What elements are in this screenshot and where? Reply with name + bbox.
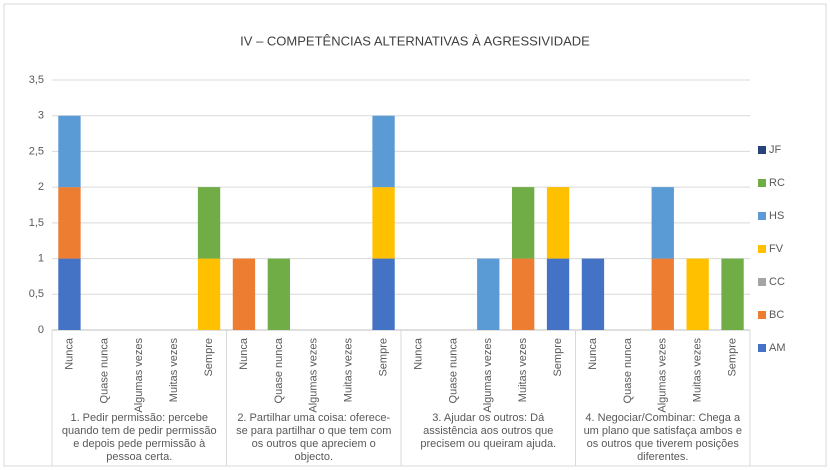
bar-segment <box>511 187 535 259</box>
legend-label: HS <box>769 210 784 222</box>
bar-segment <box>546 258 570 330</box>
legend-swatch <box>758 245 766 253</box>
x-tick-label: Quase nunca <box>447 337 459 403</box>
bar-segment <box>651 258 674 330</box>
bar-segment <box>232 258 256 330</box>
y-tick-label: 3,5 <box>29 74 44 86</box>
group-label: 4. Negociar/Combinar: Chega a um plano q… <box>583 412 742 463</box>
legend-swatch <box>758 179 766 187</box>
x-tick-label: Muitas vezes <box>168 338 180 403</box>
x-tick-label: Sempre <box>726 338 738 377</box>
y-tick-label: 1 <box>38 252 44 264</box>
bar-segment <box>477 258 500 330</box>
legend-label: JF <box>769 144 782 156</box>
bar-segment <box>686 258 709 330</box>
x-tick-label: Quase nunca <box>98 337 110 403</box>
bar-segment <box>546 187 570 259</box>
x-tick-label: Nunca <box>587 337 599 370</box>
chart-title: IV – COMPETÊNCIAS ALTERNATIVAS À AGRESSI… <box>240 33 590 48</box>
bar-segment <box>267 258 291 330</box>
y-tick-label: 0,5 <box>29 288 44 300</box>
y-tick-label: 0 <box>38 324 44 336</box>
legend-swatch <box>758 311 766 319</box>
legend-label: RC <box>769 177 785 189</box>
x-tick-label: Algumas vezes <box>308 338 320 413</box>
bar-segment <box>511 258 535 330</box>
legend-swatch <box>758 278 766 286</box>
legend-label: AM <box>769 342 786 354</box>
group-label: 2. Partilhar uma coisa: oferece-se para … <box>236 412 392 463</box>
y-tick-label: 3 <box>38 110 44 122</box>
chart-frame <box>3 3 827 467</box>
legend-swatch <box>758 212 766 220</box>
x-tick-label: Nunca <box>412 337 424 370</box>
bar-segment <box>581 258 605 330</box>
x-tick-label: Algumas vezes <box>482 338 494 413</box>
x-tick-label: Algumas vezes <box>657 338 669 413</box>
bar-segment <box>651 187 674 259</box>
y-tick-label: 2,5 <box>29 145 44 157</box>
group-label: 1. Pedir permissão: percebe quando tem d… <box>61 412 217 463</box>
x-tick-label: Sempre <box>377 338 389 377</box>
legend-label: CC <box>769 276 785 288</box>
bar-segment <box>197 258 221 330</box>
x-tick-label: Muitas vezes <box>517 338 529 403</box>
legend-label: FV <box>769 243 784 255</box>
x-tick-label: Nunca <box>238 337 250 370</box>
bar-segment <box>197 187 221 259</box>
bar-segment <box>58 115 81 188</box>
bar-segment <box>372 258 395 330</box>
y-tick-label: 2 <box>38 181 44 193</box>
legend-swatch <box>758 146 766 154</box>
bar-segment <box>721 258 744 330</box>
bar-segment <box>372 187 395 259</box>
x-tick-label: Quase nunca <box>273 337 285 403</box>
group-label: 3. Ajudar os outros: Dá assistência aos … <box>420 412 557 450</box>
x-tick-label: Sempre <box>552 338 564 377</box>
x-tick-label: Quase nunca <box>622 337 634 403</box>
x-tick-label: Muitas vezes <box>692 338 704 403</box>
x-tick-label: Algumas vezes <box>133 338 145 413</box>
bar-segment <box>372 115 395 188</box>
y-tick-label: 1,5 <box>29 217 44 229</box>
x-tick-label: Muitas vezes <box>343 338 355 403</box>
bar-segment <box>58 187 81 259</box>
legend-swatch <box>758 344 766 352</box>
bar-segment <box>58 258 81 330</box>
x-tick-label: Sempre <box>203 338 215 377</box>
legend-label: BC <box>769 309 784 321</box>
x-tick-label: Nunca <box>63 337 75 370</box>
